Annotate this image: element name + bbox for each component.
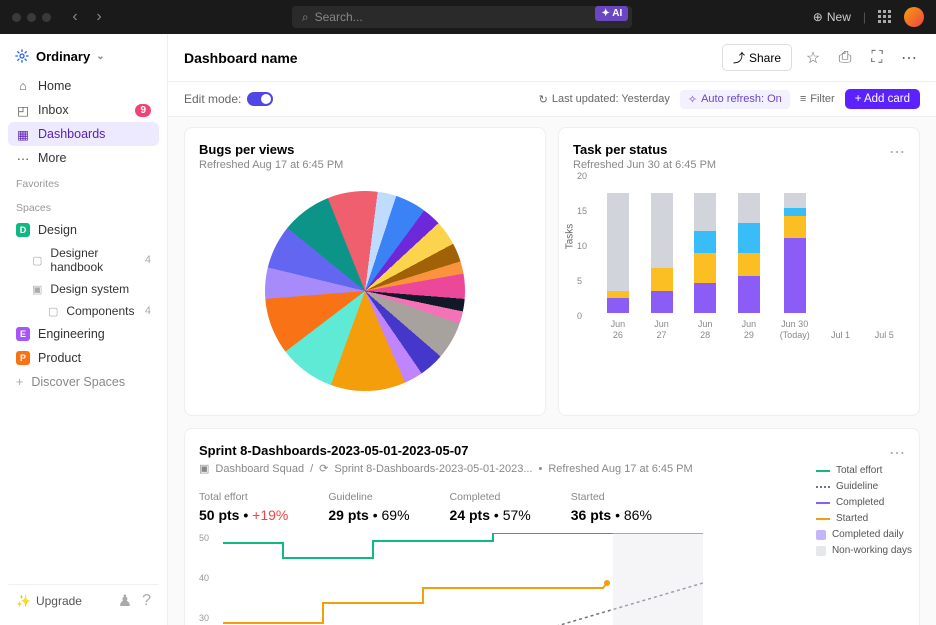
main-content: Dashboard name ⤴Share ☆ ⎙ ⛶ ⋯ Edit mode:… xyxy=(168,34,936,625)
upgrade-button[interactable]: ✨Upgrade xyxy=(16,594,108,608)
chevron-down-icon: ⌄ xyxy=(96,51,104,62)
stat-started: Started36 pts • 86% xyxy=(571,491,652,523)
favorites-label: Favorites xyxy=(8,170,159,194)
inbox-badge: 9 xyxy=(135,104,151,117)
back-button[interactable]: ‹ xyxy=(63,5,87,29)
search-input[interactable]: ⌕ Search... xyxy=(292,6,632,28)
spaces-label: Spaces xyxy=(8,194,159,218)
inbox-icon: ◰ xyxy=(16,103,30,117)
sidebar-design-system[interactable]: ▣Design system xyxy=(8,278,159,300)
nav-more[interactable]: ⋯More xyxy=(8,146,159,170)
folder-icon: ▣ xyxy=(32,283,42,296)
more-icon: ⋯ xyxy=(16,151,30,165)
titlebar: ‹ › ⌕ Search... ✦ AI ⊕New | xyxy=(0,0,936,34)
ai-badge[interactable]: ✦ AI xyxy=(595,6,628,21)
discover-spaces[interactable]: +Discover Spaces xyxy=(8,370,159,394)
brand-icon xyxy=(14,48,30,64)
space-design[interactable]: DDesign xyxy=(8,218,159,242)
space-product[interactable]: PProduct xyxy=(8,346,159,370)
breadcrumb-folder[interactable]: Dashboard Squad xyxy=(215,463,304,475)
breadcrumb-sprint[interactable]: Sprint 8-Dashboards-2023-05-01-2023... xyxy=(334,463,532,475)
card-more-icon[interactable]: ⋯ xyxy=(889,142,905,171)
card-title: Sprint 8-Dashboards-2023-05-01-2023-05-0… xyxy=(199,443,889,458)
sprint-card: Sprint 8-Dashboards-2023-05-01-2023-05-0… xyxy=(184,428,920,625)
sidebar-components[interactable]: ▢Components4 xyxy=(8,300,159,322)
sparkle-icon: ✨ xyxy=(16,594,31,608)
doc-icon: ▢ xyxy=(48,305,58,318)
refresh-icon: ↻ xyxy=(539,93,548,106)
pie-chart xyxy=(265,191,465,391)
add-card-button[interactable]: + Add card xyxy=(845,89,920,109)
filter-button[interactable]: ≡Filter xyxy=(800,93,835,105)
filter-icon: ≡ xyxy=(800,93,806,105)
more-icon[interactable]: ⋯ xyxy=(898,47,920,69)
page-title: Dashboard name xyxy=(184,50,298,66)
toolbar: Edit mode: ↻Last updated: Yesterday ✧Aut… xyxy=(168,82,936,117)
help-icon[interactable]: ? xyxy=(142,592,151,610)
bugs-card: Bugs per views Refreshed Aug 17 at 6:45 … xyxy=(184,127,546,416)
dashboard-header: Dashboard name ⤴Share ☆ ⎙ ⛶ ⋯ xyxy=(168,34,936,82)
dashboard-icon: ▦ xyxy=(16,127,30,141)
search-placeholder: Search... xyxy=(315,10,363,24)
edit-mode-toggle[interactable] xyxy=(247,92,273,106)
forward-button[interactable]: › xyxy=(87,5,111,29)
nav-dashboards[interactable]: ▦Dashboards xyxy=(8,122,159,146)
stat-total: Total effort50 pts • +19% xyxy=(199,491,288,523)
nav-home[interactable]: ⌂Home xyxy=(8,74,159,98)
search-icon: ⌕ xyxy=(302,10,309,25)
share-icon: ⤴ xyxy=(733,49,745,66)
print-icon[interactable]: ⎙ xyxy=(834,47,856,69)
apps-icon[interactable] xyxy=(878,10,892,24)
edit-mode-label: Edit mode: xyxy=(184,92,241,106)
user-icon[interactable]: ♟ xyxy=(118,591,132,611)
tasks-card: Task per status Refreshed Jun 30 at 6:45… xyxy=(558,127,920,416)
stat-completed: Completed24 pts • 57% xyxy=(450,491,531,523)
nav-inbox[interactable]: ◰Inbox9 xyxy=(8,98,159,122)
refreshed-text: Refreshed Aug 17 at 6:45 PM xyxy=(548,463,692,475)
sparkle-icon: ✧ xyxy=(688,93,697,106)
star-icon[interactable]: ☆ xyxy=(802,47,824,69)
fullscreen-icon[interactable]: ⛶ xyxy=(866,47,888,69)
home-icon: ⌂ xyxy=(16,79,30,93)
sidebar-designer-handbook[interactable]: ▢Designer handbook4 xyxy=(8,242,159,278)
stat-guideline: Guideline29 pts • 69% xyxy=(328,491,409,523)
sprint-icon: ⟳ xyxy=(319,462,328,475)
plus-icon: ⊕ xyxy=(813,10,823,24)
y-axis: 20151050 xyxy=(577,171,587,321)
share-button[interactable]: ⤴Share xyxy=(722,44,792,71)
auto-refresh-button[interactable]: ✧Auto refresh: On xyxy=(680,90,790,109)
line-chart xyxy=(223,533,703,625)
new-button[interactable]: ⊕New xyxy=(813,10,851,24)
workspace-switcher[interactable]: Ordinary ⌄ xyxy=(8,42,159,74)
card-title: Task per status xyxy=(573,142,716,157)
chart-legend: Total effortGuidelineCompletedStartedCom… xyxy=(816,465,912,556)
plus-icon: + xyxy=(16,375,23,389)
card-title: Bugs per views xyxy=(199,142,343,157)
doc-icon: ▢ xyxy=(32,254,42,267)
space-engineering[interactable]: EEngineering xyxy=(8,322,159,346)
bar-chart: 20151050 Tasks Jun 26Jun 27Jun 28Jun 29J… xyxy=(597,171,905,341)
window-controls xyxy=(12,13,51,22)
sprint-chart: 504030 xyxy=(199,533,905,625)
card-subtitle: Refreshed Aug 17 at 6:45 PM xyxy=(199,159,343,171)
avatar[interactable] xyxy=(904,7,924,27)
y-axis-label: Tasks xyxy=(564,224,575,250)
last-updated[interactable]: ↻Last updated: Yesterday xyxy=(539,93,670,106)
folder-icon: ▣ xyxy=(199,462,209,475)
sidebar: Ordinary ⌄ ⌂Home ◰Inbox9 ▦Dashboards ⋯Mo… xyxy=(0,34,168,625)
